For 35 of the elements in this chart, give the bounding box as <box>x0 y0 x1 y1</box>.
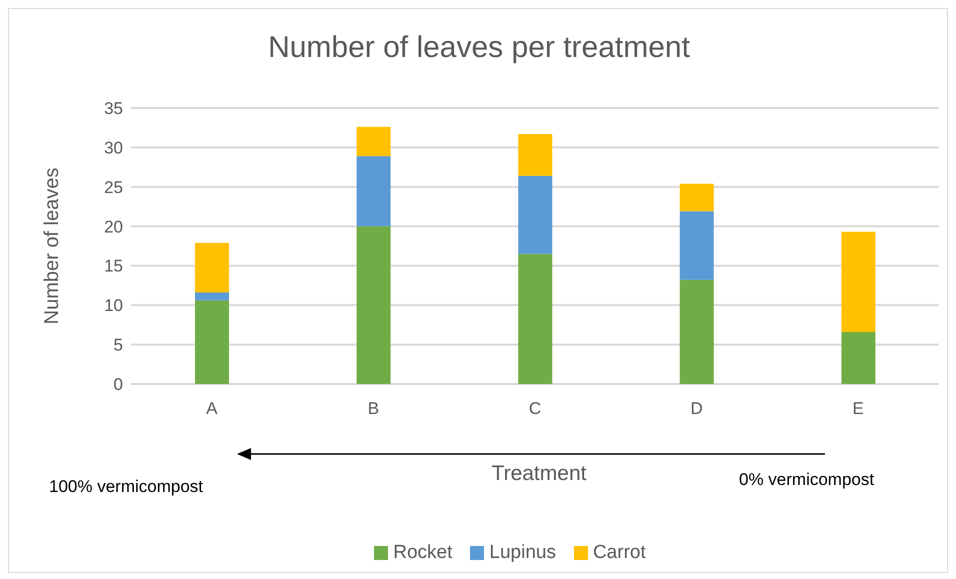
y-axis-title: Number of leaves <box>41 168 64 324</box>
bar <box>680 184 714 212</box>
bar <box>518 134 552 176</box>
bar <box>841 332 876 384</box>
x-tick-label: E <box>852 399 864 418</box>
legend-label: Lupinus <box>488 542 556 564</box>
y-tick-label: 20 <box>104 217 123 236</box>
y-tick-label: 30 <box>104 138 123 158</box>
bar <box>356 226 391 384</box>
bar <box>356 156 391 226</box>
bar <box>841 232 876 332</box>
bar <box>518 254 552 384</box>
bar <box>356 126 391 156</box>
legend-label: Carrot <box>592 542 646 564</box>
x-tick-label: C <box>528 399 542 418</box>
y-tick-label: 35 <box>104 99 123 118</box>
bar <box>195 300 229 384</box>
bar <box>195 242 229 293</box>
x-tick-label: B <box>368 399 380 418</box>
y-tick-label: 0 <box>114 375 123 394</box>
bar <box>518 176 552 254</box>
y-tick-label: 25 <box>104 178 123 197</box>
bar <box>680 211 714 280</box>
chart-title: Number of leaves per treatment <box>267 31 691 65</box>
text: 100% vermicompost <box>49 477 204 497</box>
bar <box>680 280 714 384</box>
y-tick-label: 15 <box>104 256 123 276</box>
y-tick-label: 10 <box>104 296 123 316</box>
x-tick-label: D <box>690 399 703 418</box>
text: 0% vermicompost <box>739 470 874 490</box>
x-tick-label: A <box>206 399 218 418</box>
legend-label: Rocket <box>392 542 452 564</box>
x-axis-title: Treatment <box>492 462 586 485</box>
bar <box>195 292 229 300</box>
y-tick-label: 5 <box>114 336 123 355</box>
